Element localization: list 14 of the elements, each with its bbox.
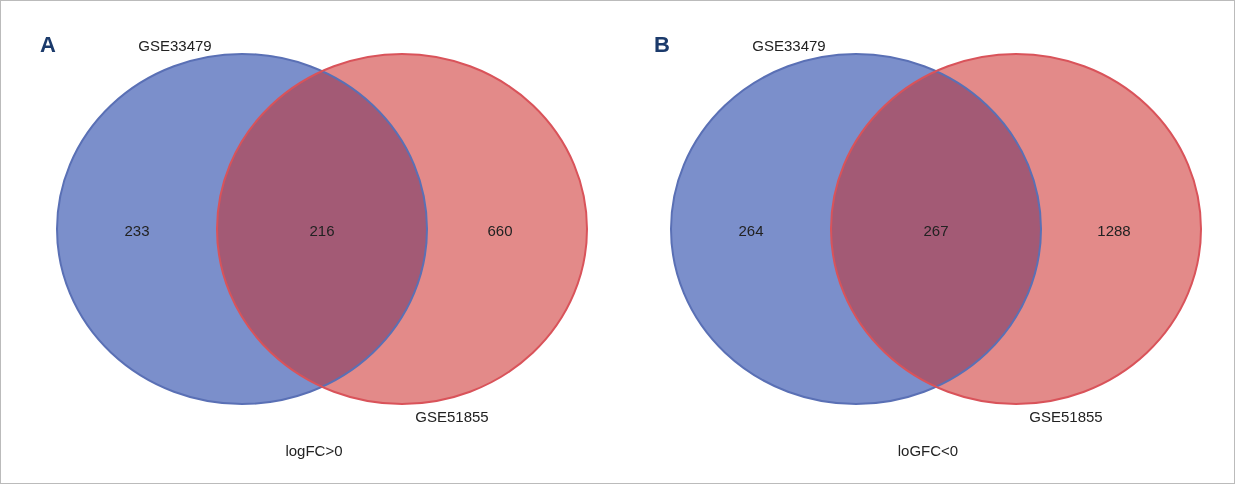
data-label: 264 (738, 222, 764, 239)
text: B (654, 32, 670, 57)
data-label: 267 (923, 222, 949, 239)
text: GSE33479 (138, 37, 212, 54)
data-label: 216 (309, 222, 335, 239)
text: logFC>0 (285, 442, 343, 459)
data-label: 660 (487, 222, 513, 239)
text: A (40, 32, 56, 57)
text: GSE51855 (1029, 408, 1103, 425)
text: GSE51855 (415, 408, 489, 425)
text: GSE33479 (752, 37, 826, 54)
data-label: 233 (124, 222, 150, 239)
text: loGFC<0 (897, 442, 959, 459)
data-label: 1288 (1097, 222, 1131, 239)
